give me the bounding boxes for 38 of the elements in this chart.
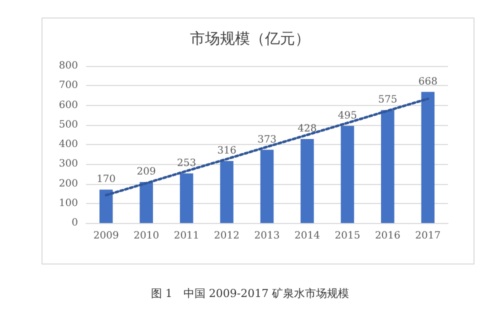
data-label: 428 (298, 124, 317, 135)
x-tick-label: 2012 (214, 230, 240, 242)
bar (381, 110, 394, 223)
y-tick-label: 100 (58, 198, 78, 209)
y-tick-label: 0 (72, 218, 78, 228)
x-tick-label: 2009 (93, 230, 119, 242)
y-tick-label: 400 (58, 139, 78, 150)
bar (99, 190, 113, 223)
y-tick-label: 700 (58, 80, 78, 92)
chart-title: 市场规模（亿元） (190, 30, 310, 48)
y-tick-label: 300 (58, 158, 78, 170)
x-tick-label: 2014 (294, 230, 320, 242)
x-tick-label: 2015 (334, 230, 360, 242)
data-label: 495 (338, 110, 357, 122)
x-tick-label: 2010 (134, 230, 160, 242)
bar (300, 139, 314, 223)
caption: 图 1 中国 2009-2017 矿泉水市场规模 (150, 287, 350, 300)
bar (260, 150, 274, 223)
data-label: 253 (177, 158, 196, 169)
y-tick-label: 800 (58, 60, 78, 72)
data-label: 316 (217, 145, 236, 156)
x-tick-label: 2011 (174, 230, 200, 242)
bar (180, 173, 194, 223)
x-tick-label: 2017 (415, 230, 441, 242)
data-label: 575 (378, 94, 398, 106)
data-label: 668 (418, 76, 438, 88)
y-tick-label: 200 (58, 178, 78, 190)
y-tick-label: 600 (58, 100, 78, 111)
bar (340, 126, 354, 223)
data-label: 373 (257, 134, 277, 146)
bar (220, 160, 234, 223)
x-tick-label: 2013 (254, 230, 280, 242)
x-tick-label: 2016 (374, 230, 400, 242)
data-label: 209 (136, 166, 156, 178)
bar (140, 182, 153, 223)
y-tick-label: 500 (58, 119, 78, 130)
data-label: 170 (96, 174, 116, 186)
bar (421, 92, 435, 223)
